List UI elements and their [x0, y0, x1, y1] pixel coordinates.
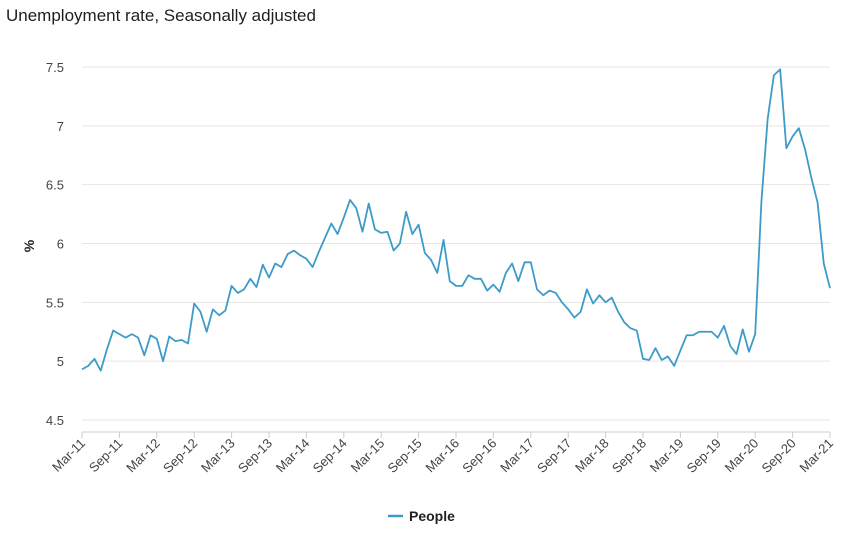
series-layer — [81, 68, 831, 372]
x-tick-label: Mar-14 — [273, 436, 313, 476]
y-axis-label: % — [21, 239, 37, 252]
x-tick-label: Mar-21 — [796, 436, 836, 476]
x-tick-label: Sep-13 — [235, 436, 275, 476]
x-tick-label: Mar-18 — [572, 436, 612, 476]
x-tick-label: Sep-18 — [609, 436, 649, 476]
x-tick-label: Mar-11 — [49, 436, 88, 475]
x-tick-label: Sep-16 — [459, 436, 499, 476]
x-tick-label: Sep-15 — [384, 436, 424, 476]
y-tick-label: 6.5 — [46, 178, 64, 193]
x-tick-label: Sep-12 — [160, 436, 200, 476]
x-tick-label: Mar-20 — [722, 436, 762, 476]
x-tick-label: Mar-17 — [497, 436, 537, 476]
legend-label-people: People — [409, 508, 455, 524]
chart-title: Unemployment rate, Seasonally adjusted — [6, 6, 316, 25]
x-tick-label: Sep-14 — [310, 436, 350, 476]
y-axis-ticks: 4.5 5 5.5 6 6.5 7 7.5 — [46, 60, 64, 428]
x-tick-label: Sep-19 — [684, 436, 724, 476]
x-tick-label: Sep-17 — [534, 436, 574, 476]
x-tick-label: Sep-20 — [758, 436, 798, 476]
y-tick-label: 7 — [57, 119, 64, 134]
x-tick-label: Mar-12 — [123, 436, 163, 476]
y-tick-label: 7.5 — [46, 60, 64, 75]
x-tick-label: Mar-15 — [348, 436, 388, 476]
legend[interactable]: People — [388, 508, 455, 524]
y-tick-label: 6 — [57, 237, 64, 252]
y-tick-label: 4.5 — [46, 413, 64, 428]
series-line-people — [81, 68, 831, 372]
x-tick-label: Sep-11 — [86, 436, 126, 476]
x-axis: Mar-11Sep-11Mar-12Sep-12Mar-13Sep-13Mar-… — [49, 431, 836, 476]
gridlines — [82, 66, 830, 421]
x-tick-label: Mar-16 — [422, 436, 462, 476]
y-tick-label: 5 — [57, 354, 64, 369]
y-tick-label: 5.5 — [46, 295, 64, 310]
x-tick-label: Mar-13 — [198, 436, 238, 476]
x-tick-label: Mar-19 — [647, 436, 687, 476]
